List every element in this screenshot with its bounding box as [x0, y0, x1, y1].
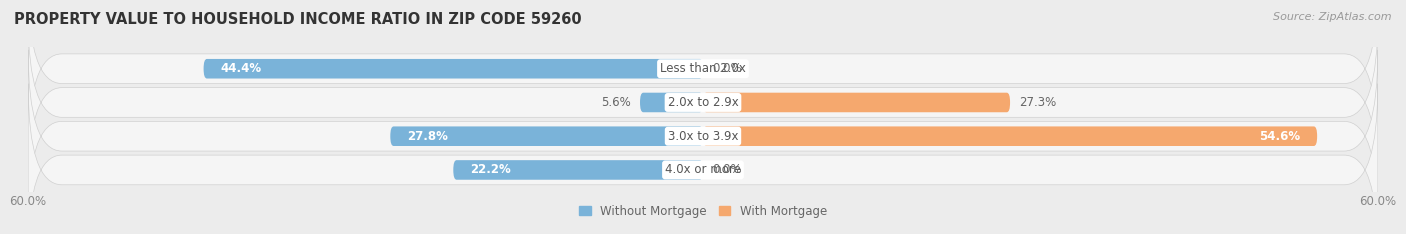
- Text: 44.4%: 44.4%: [221, 62, 262, 75]
- FancyBboxPatch shape: [703, 126, 1317, 146]
- Text: 22.2%: 22.2%: [470, 164, 510, 176]
- Text: 0.0%: 0.0%: [711, 164, 741, 176]
- FancyBboxPatch shape: [391, 126, 703, 146]
- Text: Less than 2.0x: Less than 2.0x: [659, 62, 747, 75]
- Text: 2.0x to 2.9x: 2.0x to 2.9x: [668, 96, 738, 109]
- FancyBboxPatch shape: [703, 93, 1010, 112]
- Text: PROPERTY VALUE TO HOUSEHOLD INCOME RATIO IN ZIP CODE 59260: PROPERTY VALUE TO HOUSEHOLD INCOME RATIO…: [14, 12, 582, 27]
- Text: 3.0x to 3.9x: 3.0x to 3.9x: [668, 130, 738, 143]
- FancyBboxPatch shape: [28, 84, 1378, 234]
- FancyBboxPatch shape: [28, 16, 1378, 189]
- Legend: Without Mortgage, With Mortgage: Without Mortgage, With Mortgage: [579, 205, 827, 218]
- FancyBboxPatch shape: [28, 50, 1378, 223]
- Text: Source: ZipAtlas.com: Source: ZipAtlas.com: [1274, 12, 1392, 22]
- Text: 5.6%: 5.6%: [602, 96, 631, 109]
- FancyBboxPatch shape: [640, 93, 703, 112]
- FancyBboxPatch shape: [28, 0, 1378, 155]
- Text: 27.3%: 27.3%: [1019, 96, 1056, 109]
- Text: 4.0x or more: 4.0x or more: [665, 164, 741, 176]
- Text: 27.8%: 27.8%: [408, 130, 449, 143]
- FancyBboxPatch shape: [204, 59, 703, 79]
- FancyBboxPatch shape: [453, 160, 703, 180]
- Text: 0.0%: 0.0%: [711, 62, 741, 75]
- Text: 54.6%: 54.6%: [1260, 130, 1301, 143]
